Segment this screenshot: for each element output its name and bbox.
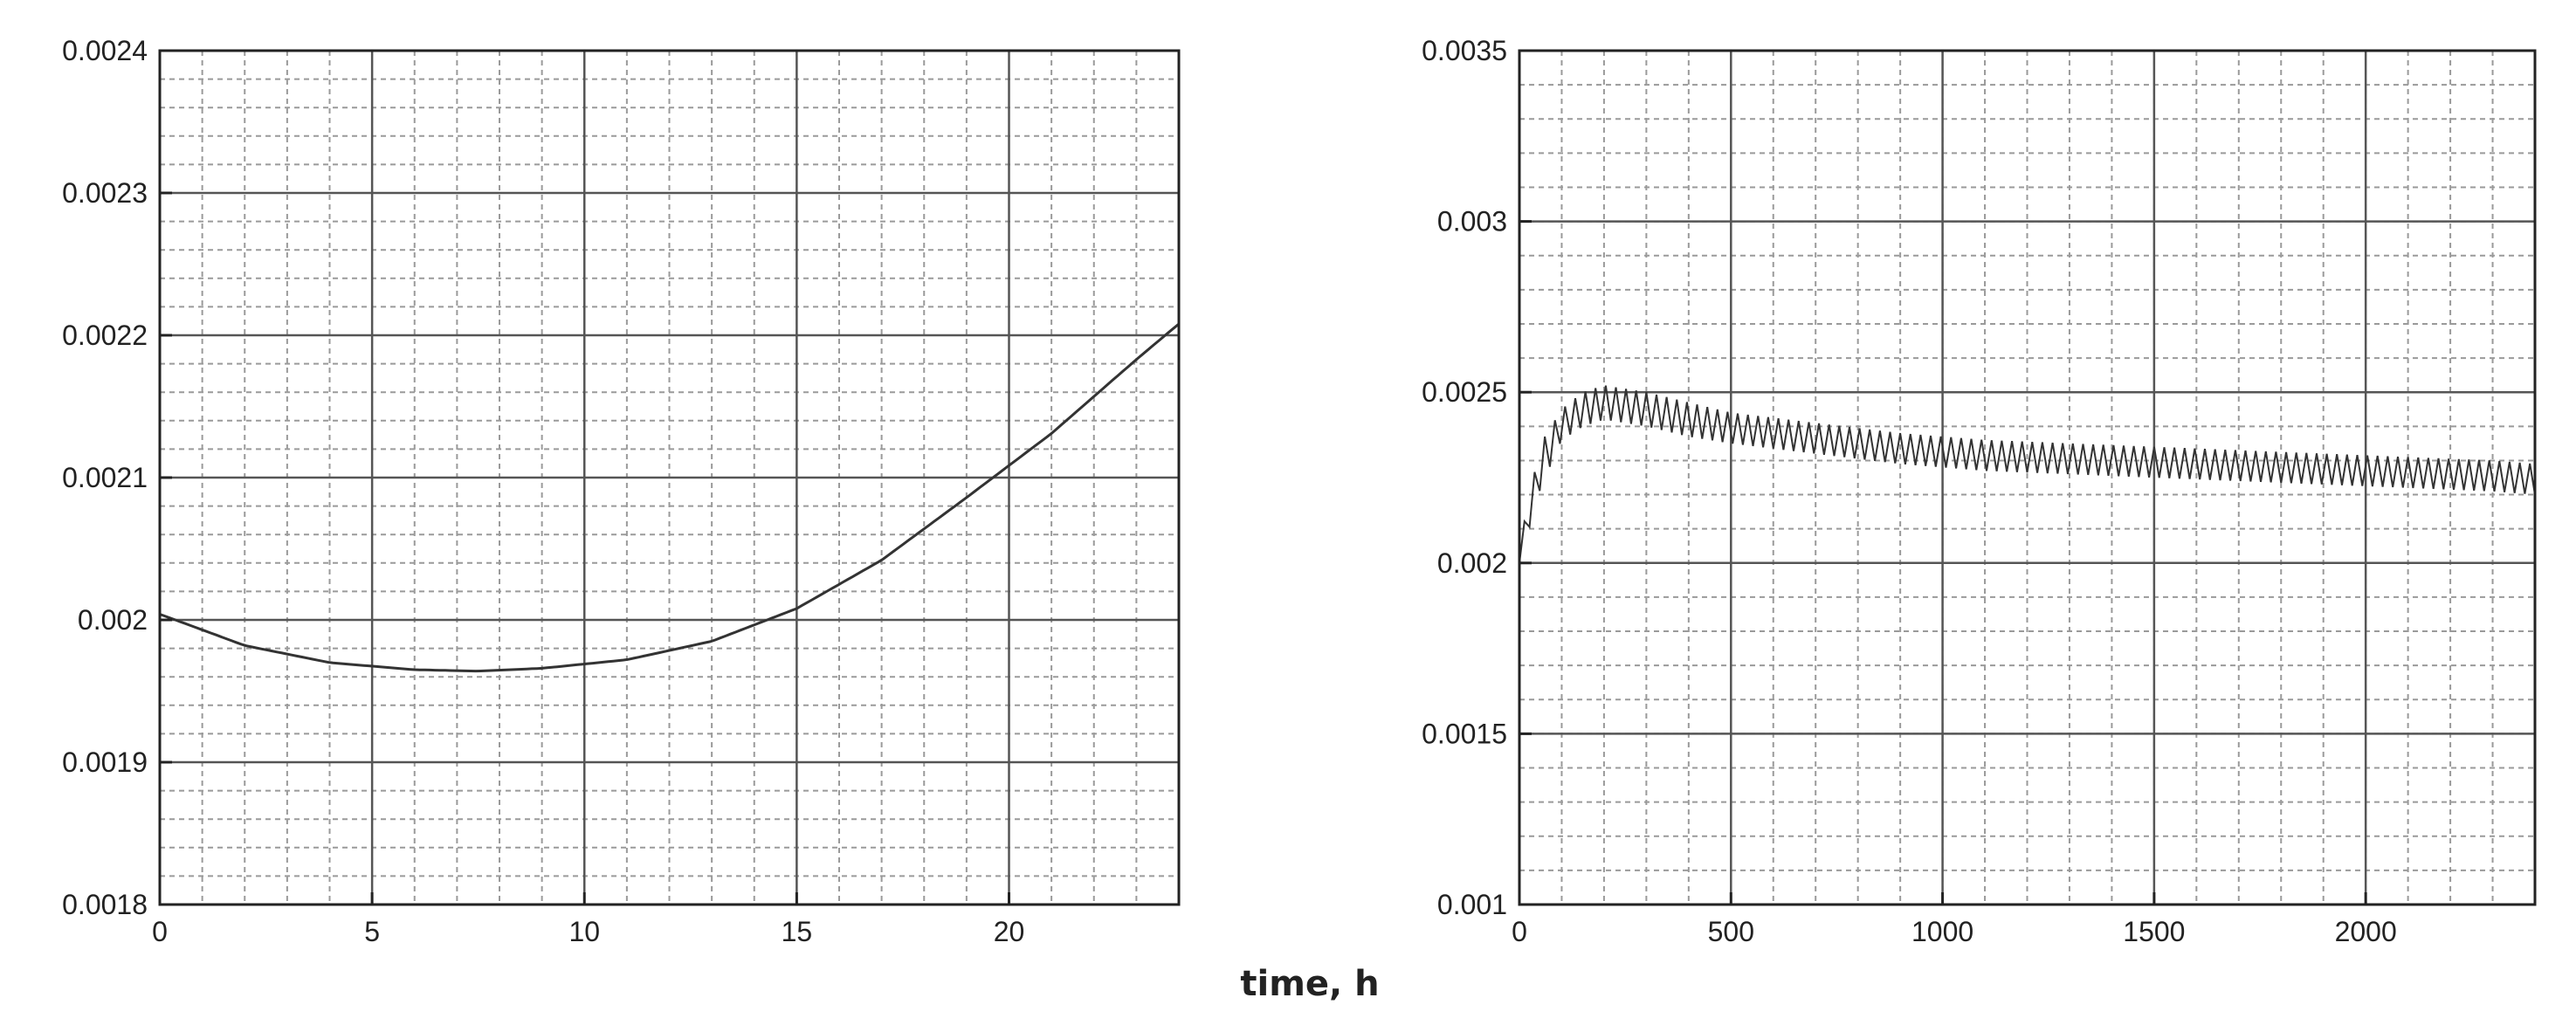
ticks: 0 5 10 15 20 0.0018 0.0019 0.002 0.0021 0.0022 0.0… bbox=[62, 35, 1024, 947]
left-chart: 0 5 10 15 20 0.0018 0.0019 0.002 0.0021 0.0022 0.0… bbox=[62, 35, 1181, 947]
y-tick-label: 0.0021 bbox=[62, 462, 148, 493]
y-tick-label: 0.0023 bbox=[62, 177, 148, 209]
y-tick-label: 0.0015 bbox=[1422, 718, 1507, 749]
data-series-line bbox=[1519, 385, 2536, 563]
x-tick-label: 10 bbox=[568, 916, 600, 947]
x-tick-label: 500 bbox=[1708, 916, 1754, 947]
y-tick-label: 0.001 bbox=[1437, 889, 1507, 920]
minor-grid bbox=[1519, 51, 2535, 905]
x-tick-label: 20 bbox=[994, 916, 1025, 947]
ticks: 0 500 1000 1500 2000 0.001 0.0015 0.002 0.0025 0.… bbox=[1422, 35, 2397, 947]
x-tick-label: 0 bbox=[1512, 916, 1527, 947]
y-tick-label: 0.002 bbox=[78, 604, 148, 636]
x-tick-label: 1500 bbox=[2123, 916, 2185, 947]
major-grid bbox=[160, 51, 1179, 905]
right-chart: 0 500 1000 1500 2000 0.001 0.0015 0.002 0.0025 0.… bbox=[1422, 35, 2537, 947]
data-series-line bbox=[159, 322, 1180, 673]
x-tick-label: 1000 bbox=[1911, 916, 1973, 947]
y-tick-label: 0.0022 bbox=[62, 320, 148, 351]
x-tick-label: 0 bbox=[152, 916, 168, 947]
x-axis-label: time, h bbox=[1240, 964, 1379, 1004]
major-grid bbox=[1519, 51, 2535, 905]
y-tick-label: 0.0025 bbox=[1422, 376, 1507, 408]
y-tick-label: 0.0035 bbox=[1422, 35, 1507, 66]
y-tick-label: 0.0018 bbox=[62, 889, 148, 920]
x-tick-label: 15 bbox=[782, 916, 813, 947]
y-tick-label: 0.0024 bbox=[62, 35, 148, 66]
x-tick-label: 5 bbox=[364, 916, 380, 947]
plot-frame bbox=[1518, 49, 2537, 906]
y-tick-label: 0.0019 bbox=[62, 746, 148, 778]
y-tick-label: 0.002 bbox=[1437, 547, 1507, 579]
x-tick-label: 2000 bbox=[2335, 916, 2397, 947]
y-tick-label: 0.003 bbox=[1437, 206, 1507, 237]
